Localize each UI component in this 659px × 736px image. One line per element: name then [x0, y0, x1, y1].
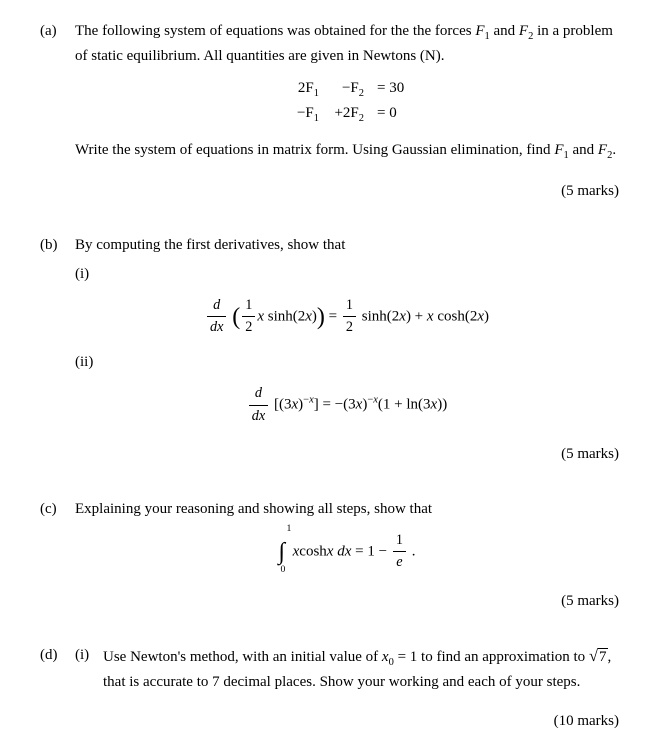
part-d-text: Use Newton's method, with an initial val…	[103, 644, 619, 693]
part-b-i-label: (i)	[75, 263, 619, 286]
part-d: (d) (i) Use Newton's method, with an ini…	[40, 644, 619, 736]
part-b-eq1: ddx (12x sinh(2x)) = 12 sinh(2x) + x cos…	[75, 295, 619, 339]
part-d-label: (d)	[40, 644, 75, 667]
part-b-label: (b)	[40, 234, 75, 257]
part-c-label: (c)	[40, 498, 75, 521]
part-c-content: Explaining your reasoning and showing al…	[75, 498, 619, 617]
part-d-i-label: (i)	[75, 644, 103, 667]
eq-row-2: −F1 +2F2 = 0	[282, 102, 412, 127]
part-c: (c) Explaining your reasoning and showin…	[40, 498, 619, 617]
part-b-intro: By computing the first derivatives, show…	[75, 234, 619, 257]
equation-system: 2F1 −F2 = 30 −F1 +2F2 = 0	[75, 77, 619, 127]
part-a-row: (a) The following system of equations wa…	[40, 20, 619, 206]
part-a-marks: (5 marks)	[75, 180, 619, 203]
part-b-row: (b) By computing the first derivatives, …	[40, 234, 619, 470]
part-b-i: (i) ddx (12x sinh(2x)) = 12 sinh(2x) + x…	[75, 263, 619, 339]
part-c-marks: (5 marks)	[75, 590, 619, 613]
part-d-content: Use Newton's method, with an initial val…	[103, 644, 619, 736]
part-b-eq2: ddx [(3x)−x] = −(3x)−x(1 + ln(3x))	[75, 383, 619, 427]
part-a-intro: The following system of equations was ob…	[75, 20, 619, 67]
part-b-content: By computing the first derivatives, show…	[75, 234, 619, 470]
part-b: (b) By computing the first derivatives, …	[40, 234, 619, 470]
eq-row-1: 2F1 −F2 = 30	[282, 77, 412, 102]
part-c-row: (c) Explaining your reasoning and showin…	[40, 498, 619, 617]
part-a-content: The following system of equations was ob…	[75, 20, 619, 206]
part-b-marks: (5 marks)	[75, 443, 619, 466]
part-d-marks: (10 marks)	[103, 710, 619, 733]
part-a: (a) The following system of equations wa…	[40, 20, 619, 206]
part-c-eq: ∫ 1 0 xcoshx dx = 1 − 1e .	[75, 530, 619, 574]
part-a-followup: Write the system of equations in matrix …	[75, 139, 619, 164]
part-b-ii-label: (ii)	[75, 351, 619, 374]
part-b-ii: (ii) ddx [(3x)−x] = −(3x)−x(1 + ln(3x))	[75, 351, 619, 427]
part-a-label: (a)	[40, 20, 75, 43]
part-c-intro: Explaining your reasoning and showing al…	[75, 498, 619, 521]
part-d-row: (d) (i) Use Newton's method, with an ini…	[40, 644, 619, 736]
